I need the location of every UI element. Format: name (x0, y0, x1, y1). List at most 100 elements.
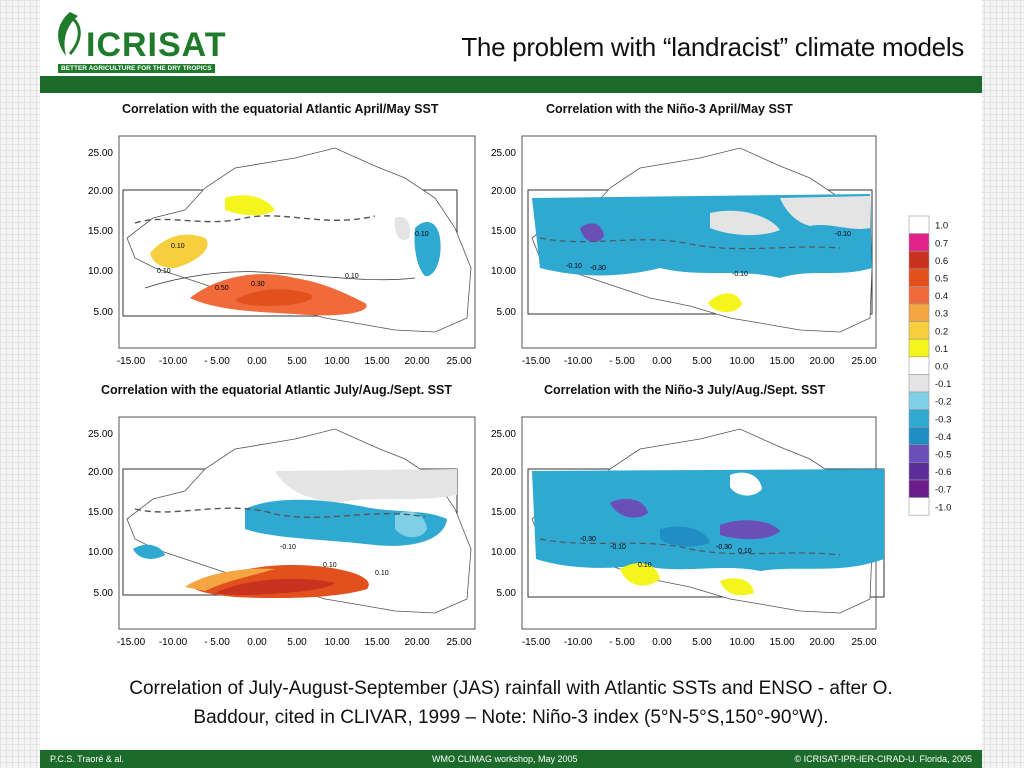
x-tick-label: 5.00 (287, 356, 307, 367)
x-tick-label: 5.00 (692, 356, 712, 367)
x-tick-label: 5.00 (287, 637, 307, 648)
map-plot: 25.00 20.00 15.00 10.00 5.00 -0.30 -0.10… (491, 416, 885, 648)
x-tick-label: -15.00 (117, 356, 146, 367)
legend-swatch (908, 462, 930, 481)
y-tick-label: 15.00 (491, 226, 516, 237)
x-tick-label: 15.00 (769, 356, 794, 367)
legend-label: 0.1 (935, 344, 948, 355)
legend-label: -0.3 (935, 414, 951, 425)
map-panel-nino3-jas: Correlation with the Niño-3 July/Aug./Se… (480, 383, 900, 653)
y-tick-label: 25.00 (491, 148, 516, 159)
contour-label: 0.10 (375, 570, 389, 577)
y-tick-label: 20.00 (88, 467, 113, 478)
legend-swatch (908, 268, 930, 287)
y-tick-label: 25.00 (88, 429, 113, 440)
contour-label: -0.10 (732, 271, 748, 278)
legend-label: -0.5 (935, 449, 951, 460)
legend-swatch (908, 374, 930, 393)
map-panel-atlantic-jas: Correlation with the equatorial Atlantic… (75, 383, 495, 653)
x-tick-label: 25.00 (851, 637, 876, 648)
x-tick-label: -15.00 (522, 356, 551, 367)
map-plot: 25.00 20.00 15.00 10.00 5.00 0.10 0.10 0… (88, 135, 476, 367)
contour-label: 0.30 (251, 281, 265, 288)
contour-label: -0.30 (590, 265, 606, 272)
caption-line-2: Baddour, cited in CLIVAR, 1999 – Note: N… (193, 707, 829, 728)
legend-label: 0.7 (935, 238, 948, 249)
legend-swatch (908, 250, 930, 270)
x-tick-label: -10.00 (159, 356, 188, 367)
legend-label: -0.1 (935, 379, 951, 390)
legend-label: -0.2 (935, 397, 951, 408)
contour-label: -0.10 (835, 231, 851, 238)
y-tick-label: 10.00 (88, 266, 113, 277)
x-tick-label: 25.00 (446, 356, 471, 367)
panel-title: Correlation with the Niño-3 April/May SS… (546, 102, 793, 116)
x-tick-label: - 5.00 (204, 637, 230, 648)
footer-bar: P.C.S. Traoré & al. WMO CLIMAG workshop,… (40, 750, 982, 768)
contour-label: -0.10 (610, 544, 626, 551)
x-tick-label: 25.00 (851, 356, 876, 367)
y-tick-label: 15.00 (491, 507, 516, 518)
x-tick-label: 20.00 (404, 637, 429, 648)
x-tick-label: 0.00 (247, 637, 267, 648)
legend-scale: 1.0 0.7 0.6 0.5 0.4 0.3 0.2 0.1 0.0 -0.1 -0.2 -0.3 -… (908, 215, 951, 516)
header-bar (40, 76, 982, 93)
legend-swatch (908, 286, 930, 305)
legend-swatch (908, 356, 930, 375)
x-tick-label: 25.00 (446, 637, 471, 648)
panel-title: Correlation with the Niño-3 July/Aug./Se… (544, 383, 826, 397)
panel-title: Correlation with the equatorial Atlantic… (101, 383, 452, 397)
footer-copyright: © ICRISAT-IPR-IER-CIRAD-U. Florida, 2005 (794, 754, 973, 764)
x-tick-label: 10.00 (324, 637, 349, 648)
x-tick-label: -10.00 (159, 637, 188, 648)
y-tick-label: 15.00 (88, 226, 113, 237)
y-tick-label: 5.00 (94, 307, 114, 318)
x-tick-label: 15.00 (769, 637, 794, 648)
map-panel-nino3-aprmay: Correlation with the Niño-3 April/May SS… (480, 102, 900, 372)
x-tick-label: -10.00 (564, 637, 593, 648)
x-tick-label: 20.00 (404, 356, 429, 367)
legend-label: 0.2 (935, 326, 948, 337)
logo-text: ICRISAT (86, 26, 227, 64)
legend-label: 1.0 (935, 221, 948, 232)
x-tick-label: -15.00 (522, 637, 551, 648)
y-tick-label: 20.00 (491, 467, 516, 478)
contour-label: -0.30 (716, 544, 732, 551)
contour-label: -0.30 (580, 536, 596, 543)
contour-label: 0.10 (638, 562, 652, 569)
legend-swatch (908, 303, 930, 322)
y-tick-label: 10.00 (491, 547, 516, 558)
y-tick-label: 5.00 (497, 588, 517, 599)
y-tick-label: 15.00 (88, 507, 113, 518)
contour-label: 0.10 (345, 273, 359, 280)
x-tick-label: 15.00 (364, 637, 389, 648)
x-tick-label: 0.00 (652, 356, 672, 367)
figure-caption: Correlation of July-August-September (JA… (60, 674, 962, 732)
contour-label: 0.10 (157, 268, 171, 275)
x-tick-label: - 5.00 (204, 356, 230, 367)
x-tick-label: - 5.00 (609, 637, 635, 648)
contour-label: -0.10 (280, 544, 296, 551)
legend-swatch (908, 215, 930, 234)
x-tick-label: 10.00 (729, 356, 754, 367)
slide: ICRISAT BETTER AGRICULTURE FOR THE DRY T… (40, 0, 982, 768)
y-tick-label: 20.00 (491, 186, 516, 197)
y-tick-label: 25.00 (88, 148, 113, 159)
legend-label: 0.4 (935, 291, 948, 302)
legend-swatch (908, 391, 930, 410)
legend-label: 0.5 (935, 273, 948, 284)
y-tick-label: 25.00 (491, 429, 516, 440)
legend-label: -0.6 (935, 467, 951, 478)
x-tick-label: -15.00 (117, 637, 146, 648)
legend-swatch (908, 338, 930, 358)
map-plot: 25.00 20.00 15.00 10.00 5.00 -0.10 -0.30… (491, 135, 877, 367)
legend-swatch (908, 479, 930, 498)
legend-swatch (908, 497, 930, 516)
panel-title: Correlation with the equatorial Atlantic… (122, 102, 439, 116)
contour-label: 0.10 (415, 231, 429, 238)
x-tick-label: 20.00 (809, 637, 834, 648)
legend-swatch (908, 321, 930, 340)
legend-swatch (908, 426, 930, 446)
logo-tagline: BETTER AGRICULTURE FOR THE DRY TROPICS (58, 64, 215, 73)
slide-title: The problem with “landracist” climate mo… (461, 32, 964, 62)
